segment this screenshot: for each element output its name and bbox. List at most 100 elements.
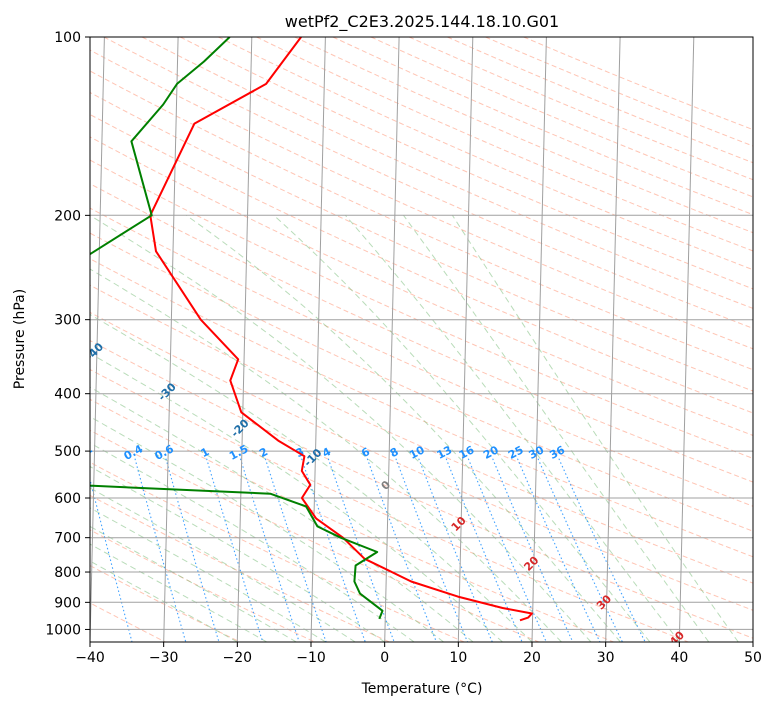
moist-adiabat-line xyxy=(90,386,474,642)
mixing-ratio-line xyxy=(366,458,437,642)
x-axis-label: Temperature (°C) xyxy=(361,681,483,697)
y-tick-label: 800 xyxy=(54,565,81,581)
dry-adiabat-line xyxy=(141,37,753,309)
dry-adiabat-line xyxy=(90,368,689,642)
pressure-gridlines xyxy=(90,37,753,630)
y-tick-label: 100 xyxy=(54,30,81,46)
moist-adiabat-line xyxy=(345,214,680,642)
chart-title: wetPf2_C2E3.2025.144.18.10.G01 xyxy=(285,12,559,32)
isotherm-line xyxy=(384,37,400,642)
moist-adiabat-line xyxy=(90,268,562,642)
moist-adiabat-line xyxy=(403,215,710,642)
dry-adiabat-line xyxy=(332,37,753,216)
moist-adiabat-line xyxy=(90,352,503,642)
dry-adiabat-line xyxy=(90,232,753,532)
x-tick-label: 50 xyxy=(744,650,762,666)
x-tick-label: −10 xyxy=(296,650,326,666)
profile-series xyxy=(90,37,533,622)
dry-adiabat-line xyxy=(90,284,753,584)
mixing-ratio-lines xyxy=(90,458,646,642)
dry-adiabat-line xyxy=(90,136,753,436)
isotherm-line xyxy=(531,37,547,642)
dry-adiabat-line xyxy=(90,461,465,642)
mixing-ratio-line xyxy=(558,458,646,642)
y-axis-label: Pressure (hPa) xyxy=(12,289,28,389)
plot-area: 0.10.20.40.611.52346810131620253036-100-… xyxy=(71,37,753,642)
mixing-ratio-label: 10 xyxy=(407,443,427,462)
moist-adiabat-line xyxy=(90,525,297,642)
dry-adiabat-line xyxy=(408,37,753,181)
mixing-ratio-line xyxy=(516,458,601,642)
x-tick-label: −40 xyxy=(75,650,105,666)
x-tick-label: −30 xyxy=(149,650,179,666)
x-tick-label: 10 xyxy=(449,650,467,666)
y-axis-ticks: 100 200 300 400 500 600 700 800 900 1000 xyxy=(45,30,90,638)
isotherm-line xyxy=(90,37,105,642)
mixing-ratio-label: 30 xyxy=(527,443,547,462)
x-tick-label: 40 xyxy=(670,650,688,666)
mixing-ratio-line xyxy=(301,458,366,642)
moist-adiabats xyxy=(90,214,739,642)
y-tick-label: 900 xyxy=(54,595,81,611)
dry-adiabat-line xyxy=(485,37,753,147)
mixing-ratio-label: 16 xyxy=(457,443,477,462)
dry-adiabat-line xyxy=(90,159,753,459)
mixing-ratio-label: 25 xyxy=(506,443,526,462)
dewpoint-profile-line xyxy=(90,37,384,620)
mixing-ratio-label: 13 xyxy=(435,443,455,462)
x-tick-label: −20 xyxy=(223,650,253,666)
x-tick-label: 20 xyxy=(523,650,541,666)
moist-adiabat-line xyxy=(90,442,415,642)
dry-adiabat-line xyxy=(90,207,753,507)
x-tick-label: 30 xyxy=(597,650,615,666)
isotherm-line xyxy=(678,37,695,642)
dry-adiabat-line xyxy=(180,37,753,290)
isotherm-line xyxy=(605,37,621,642)
mixing-ratio-line xyxy=(395,458,469,642)
dry-adiabat-line xyxy=(90,258,753,558)
moist-adiabat-line xyxy=(90,416,444,642)
isotherm-line xyxy=(310,37,326,642)
y-tick-label: 300 xyxy=(54,313,81,329)
mixing-ratio-label: 36 xyxy=(547,443,567,462)
plot-frame xyxy=(89,36,754,643)
dry-adiabat-line xyxy=(90,398,614,642)
mixing-ratio-label: 20 xyxy=(481,443,501,462)
y-tick-label: 1000 xyxy=(45,622,81,638)
mixing-ratio-label: 0.2 xyxy=(71,442,94,463)
moist-adiabat-line xyxy=(90,214,592,642)
y-tick-label: 200 xyxy=(54,208,81,224)
moist-adiabat-line xyxy=(273,214,651,642)
moist-adiabat-line xyxy=(90,507,326,642)
y-tick-label: 500 xyxy=(54,444,81,460)
dry-adiabat-line xyxy=(90,529,315,642)
isotherm-line xyxy=(236,37,253,642)
x-axis-ticks: −40 −30 −20 −10 0 10 20 30 40 50 xyxy=(75,642,762,666)
dry-adiabat-line xyxy=(256,37,753,252)
dry-adiabat-line xyxy=(90,91,753,392)
mixing-ratio-line xyxy=(327,458,395,642)
dry-adiabat-line xyxy=(103,37,753,329)
mixing-ratio-line xyxy=(537,458,623,642)
isotherms xyxy=(90,37,753,642)
y-tick-label: 700 xyxy=(54,531,81,547)
dry-adiabat-line xyxy=(90,70,753,371)
mixing-ratio-line xyxy=(418,458,493,642)
mixing-ratio-line xyxy=(239,458,300,642)
dry-adiabat-line xyxy=(90,429,539,642)
moist-adiabat-line xyxy=(186,214,621,642)
mixing-ratio-line xyxy=(264,458,327,642)
temperature-profile-line xyxy=(149,37,533,622)
dry-adiabat-line xyxy=(90,494,390,642)
y-tick-label: 400 xyxy=(54,387,81,403)
x-tick-label: 0 xyxy=(380,650,389,666)
isotherm-line xyxy=(457,37,474,642)
mixing-ratio-line xyxy=(467,458,547,642)
moist-adiabat-line xyxy=(90,487,356,642)
y-tick-label: 600 xyxy=(54,491,81,507)
isotherm-line xyxy=(163,37,179,642)
moist-adiabat-line xyxy=(451,215,739,642)
mixing-ratio-line xyxy=(445,458,523,642)
